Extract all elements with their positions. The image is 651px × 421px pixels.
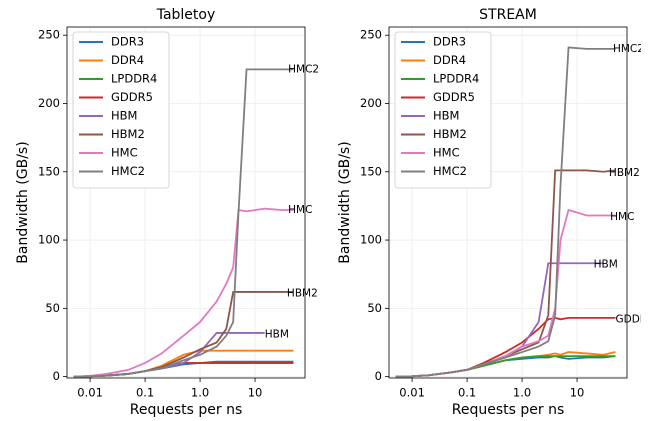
legend-label: HMC	[111, 146, 138, 160]
series-line	[395, 316, 616, 378]
x-tick-label: 0.1	[458, 386, 476, 400]
series-line	[73, 68, 294, 378]
annotation: GDDR5	[615, 313, 651, 325]
legend-label: HBM	[111, 109, 137, 123]
legend-frame	[394, 31, 492, 189]
legend-label: HBM2	[111, 127, 145, 141]
axes-frame	[388, 26, 628, 379]
legend-label: DDR3	[433, 35, 466, 49]
axes-frame	[66, 26, 306, 379]
series-line	[395, 169, 616, 378]
legend-label: GDDR5	[111, 90, 153, 104]
legend-frame	[72, 31, 170, 189]
x-tick-label: 0.1	[136, 386, 154, 400]
legend-label: DDR3	[111, 35, 144, 49]
y-tick-label: 0	[53, 369, 60, 383]
annotation: HMC2	[613, 43, 644, 55]
x-axis-label: Requests per ns	[130, 402, 243, 418]
y-tick-label: 150	[360, 164, 382, 178]
y-tick-label: 250	[360, 28, 382, 42]
y-axis-label: Bandwidth (GB/s)	[15, 141, 31, 263]
legend-label: DDR4	[111, 53, 144, 67]
subplot: 0 50 100 150 200 250 0.01 0.1 1.0 10 HMC2 HMC HBM2 HB…	[15, 7, 319, 418]
annotation: HMC2	[288, 63, 319, 75]
legend-label: HBM2	[433, 127, 467, 141]
annotation: HMC	[288, 204, 312, 216]
annotation: HBM2	[609, 167, 640, 179]
annotation: HMC	[610, 211, 634, 223]
y-tick-label: 50	[367, 301, 382, 315]
legend-label: LPDDR4	[433, 72, 479, 86]
x-tick-label: 10	[570, 386, 585, 400]
annotation: HBM2	[287, 287, 318, 299]
legend-label: HMC2	[433, 164, 467, 178]
x-tick-label: 0.01	[77, 386, 103, 400]
legend-label: HBM	[433, 109, 459, 123]
legend-label: GDDR5	[433, 90, 475, 104]
x-axis-label: Requests per ns	[452, 402, 565, 418]
chart-title: STREAM	[479, 7, 537, 23]
legend: DDR3 DDR4 LPDDR4 GDDR5 HBM HBM2 HMC HMC2	[72, 31, 170, 189]
annotation: HBM	[594, 259, 618, 271]
legend-label: LPDDR4	[111, 72, 157, 86]
x-tick-label: 0.01	[399, 386, 425, 400]
series-line	[395, 355, 616, 378]
legend-label: DDR4	[433, 53, 466, 67]
series-line	[395, 355, 616, 378]
legend: DDR3 DDR4 LPDDR4 GDDR5 HBM HBM2 HMC HMC2	[394, 31, 492, 189]
y-tick-label: 250	[38, 28, 60, 42]
chart-title: Tabletoy	[156, 7, 216, 23]
x-tick-label: 1.0	[513, 386, 531, 400]
y-tick-label: 0	[375, 369, 382, 383]
subplot: 0 50 100 150 200 250 0.01 0.1 1.0 10 HMC2 HBM2 HMC HB…	[337, 7, 651, 418]
y-tick-label: 50	[45, 301, 60, 315]
y-tick-label: 100	[360, 233, 382, 247]
y-tick-label: 200	[38, 96, 60, 110]
y-tick-label: 100	[38, 233, 60, 247]
series-line	[73, 332, 265, 378]
series-line	[395, 46, 616, 378]
series-line	[73, 207, 294, 378]
y-axis-label: Bandwidth (GB/s)	[337, 141, 353, 263]
x-tick-label: 1.0	[191, 386, 209, 400]
y-tick-label: 150	[38, 164, 60, 178]
legend-label: HMC	[433, 146, 460, 160]
x-tick-label: 10	[248, 386, 263, 400]
y-tick-label: 200	[360, 96, 382, 110]
annotation: HBM	[265, 328, 289, 340]
legend-label: HMC2	[111, 164, 145, 178]
